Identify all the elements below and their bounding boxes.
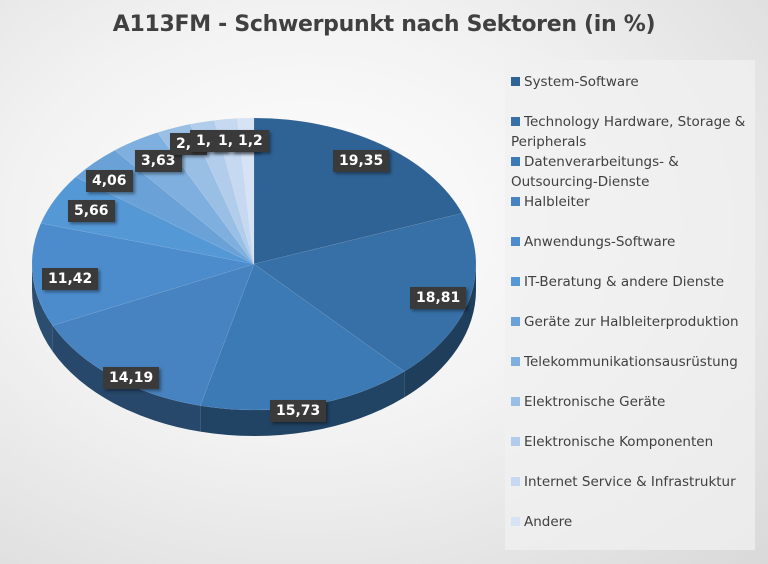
data-label: 19,35 (333, 150, 390, 172)
legend-label: Technology Hardware, Storage & Periphera… (511, 114, 746, 150)
data-label: 4,06 (86, 170, 133, 192)
pie-slice-11[interactable] (236, 117, 255, 265)
chart-title: A113FM - Schwerpunkt nach Sektoren (in %… (112, 12, 656, 37)
pie-slice-4[interactable] (31, 222, 255, 326)
data-label: 14,19 (103, 367, 160, 389)
pie-side-2 (200, 371, 405, 436)
legend-item: Geräte zur Halbleiterproduktion (511, 312, 755, 332)
legend-item: Anwendungs-Software (511, 232, 755, 252)
legend-swatch (511, 237, 520, 246)
data-label: 18,81 (410, 287, 467, 309)
legend-label: Elektronische Geräte (524, 394, 666, 410)
legend-item: Telekommunikationsausrüstung (511, 352, 755, 372)
legend-swatch (511, 517, 520, 526)
data-label: 15,73 (270, 400, 327, 422)
legend-item: Datenverarbeitungs- & Outsourcing-Dienst… (511, 152, 755, 192)
legend-label: Geräte zur Halbleiterproduktion (524, 314, 739, 330)
data-label: 11,42 (42, 268, 99, 290)
pie-side-1 (404, 264, 476, 398)
pie-slice-10[interactable] (214, 118, 255, 265)
legend-item: Technology Hardware, Storage & Periphera… (511, 112, 755, 152)
legend-swatch (511, 437, 520, 446)
legend: System-Software Technology Hardware, Stor… (505, 60, 755, 550)
legend-item: System-Software (511, 72, 755, 92)
pie-side-4 (32, 264, 53, 352)
legend-label: Elektronische Komponenten (524, 434, 714, 450)
legend-swatch (511, 277, 520, 286)
legend-item: Halbleiter (511, 192, 755, 212)
legend-label: Halbleiter (524, 194, 590, 210)
legend-swatch (511, 317, 520, 326)
legend-item: Elektronische Komponenten (511, 432, 755, 452)
data-label: 3,63 (135, 150, 182, 172)
legend-label: Internet Service & Infrastruktur (524, 474, 736, 490)
legend-item: Elektronische Geräte (511, 392, 755, 412)
legend-item: Andere (511, 512, 755, 532)
legend-swatch (511, 397, 520, 406)
legend-swatch (511, 157, 520, 166)
legend-swatch (511, 477, 520, 486)
legend-label: System-Software (524, 74, 639, 90)
data-label: 5,66 (68, 200, 115, 222)
legend-swatch (511, 77, 520, 86)
data-label: 1,2 (232, 130, 269, 152)
pie-slice-5[interactable] (40, 176, 255, 265)
pie-slice-9[interactable] (189, 120, 255, 265)
legend-label: Andere (524, 514, 573, 530)
legend-label: Datenverarbeitungs- & Outsourcing-Dienst… (511, 154, 679, 190)
pie-side-3 (52, 325, 201, 432)
legend-label: Anwendungs-Software (524, 234, 676, 250)
legend-label: Telekommunikationsausrüstung (524, 354, 738, 370)
pie-slice-8[interactable] (157, 123, 255, 265)
legend-item: IT-Beratung & andere Dienste (511, 272, 755, 292)
legend-swatch (511, 357, 520, 366)
legend-swatch (511, 117, 520, 126)
legend-item: Internet Service & Infrastruktur (511, 472, 755, 492)
pie-slice-1[interactable] (253, 212, 477, 372)
legend-swatch (511, 197, 520, 206)
legend-label: IT-Beratung & andere Dienste (524, 274, 725, 290)
pie-slice-0[interactable] (253, 117, 463, 265)
